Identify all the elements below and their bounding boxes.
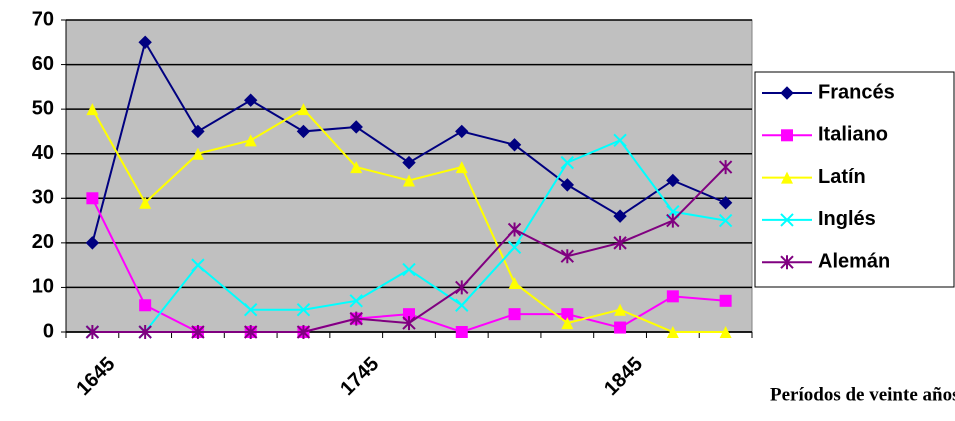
y-tick-label: 60 (32, 53, 54, 75)
marker (780, 255, 794, 270)
legend-label: Italiano (818, 124, 888, 146)
marker (507, 240, 522, 255)
marker (614, 303, 627, 316)
legend-label: Latín (818, 166, 866, 188)
marker (403, 308, 415, 321)
marker (613, 133, 627, 148)
marker (666, 213, 680, 228)
marker (719, 294, 732, 307)
x-axis-title: Períodos de veinte años (770, 384, 955, 405)
marker (191, 147, 204, 160)
marker (455, 326, 468, 338)
marker (138, 35, 152, 49)
marker (191, 124, 205, 139)
marker (350, 161, 363, 174)
marker (296, 303, 311, 317)
marker (455, 280, 469, 295)
marker (613, 209, 627, 223)
marker (297, 103, 310, 116)
y-tick-label: 20 (32, 231, 54, 253)
marker (402, 155, 416, 170)
y-tick-label: 70 (32, 8, 54, 30)
marker (560, 155, 575, 170)
marker (402, 262, 416, 277)
marker (85, 236, 100, 250)
marker (666, 173, 680, 188)
marker (402, 316, 416, 331)
marker (780, 86, 794, 100)
marker (613, 235, 627, 250)
marker (719, 326, 732, 338)
marker (349, 311, 363, 326)
marker (560, 249, 575, 264)
marker (191, 258, 205, 272)
marker (781, 129, 793, 142)
marker (244, 134, 257, 147)
marker (508, 308, 521, 321)
marker (349, 294, 363, 308)
marker (243, 325, 258, 339)
marker (614, 321, 627, 334)
marker (455, 298, 469, 312)
marker (403, 174, 415, 187)
marker (718, 160, 733, 175)
marker (561, 308, 574, 321)
marker (191, 325, 205, 339)
marker (718, 213, 733, 228)
marker (139, 299, 152, 312)
x-tick-label: 1745 (336, 353, 383, 400)
x-tick-label: 1645 (72, 353, 119, 400)
marker (507, 222, 522, 237)
marker (243, 303, 258, 317)
marker (455, 161, 468, 174)
marker (780, 213, 794, 227)
y-tick-label: 0 (43, 320, 54, 342)
y-tick-label: 10 (32, 276, 54, 298)
legend-label: Francés (818, 81, 895, 103)
y-tick-label: 30 (32, 187, 54, 209)
marker (86, 103, 99, 116)
marker (666, 326, 679, 338)
legend-label: Inglés (818, 208, 876, 230)
marker (138, 325, 152, 339)
marker (507, 138, 522, 152)
marker (243, 93, 258, 107)
marker (718, 196, 733, 210)
marker (349, 120, 363, 134)
marker (560, 178, 575, 192)
marker (139, 196, 152, 209)
marker (561, 317, 574, 330)
marker (296, 124, 311, 139)
y-tick-label: 40 (32, 142, 54, 164)
marker (85, 325, 100, 339)
marker (296, 325, 311, 339)
legend-label: Alemán (818, 250, 890, 272)
marker (781, 171, 793, 184)
marker (86, 192, 99, 205)
x-tick-label: 1845 (600, 353, 647, 400)
marker (508, 276, 521, 289)
y-tick-label: 50 (32, 97, 54, 119)
marker (455, 124, 469, 139)
marker (666, 290, 679, 303)
